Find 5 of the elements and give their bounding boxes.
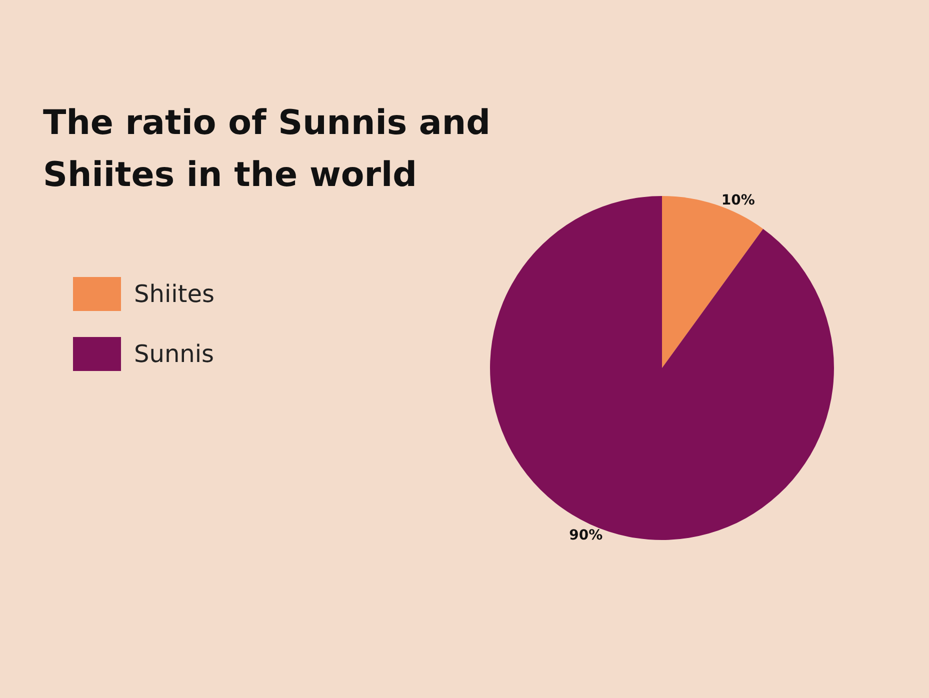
data-label: 90% bbox=[569, 527, 603, 544]
legend-label: Shiites bbox=[134, 280, 214, 308]
chart-title: The ratio of Sunnis and Shiites in the world bbox=[43, 103, 502, 195]
data-label: 10% bbox=[721, 192, 755, 209]
legend-label: Sunnis bbox=[134, 340, 214, 368]
